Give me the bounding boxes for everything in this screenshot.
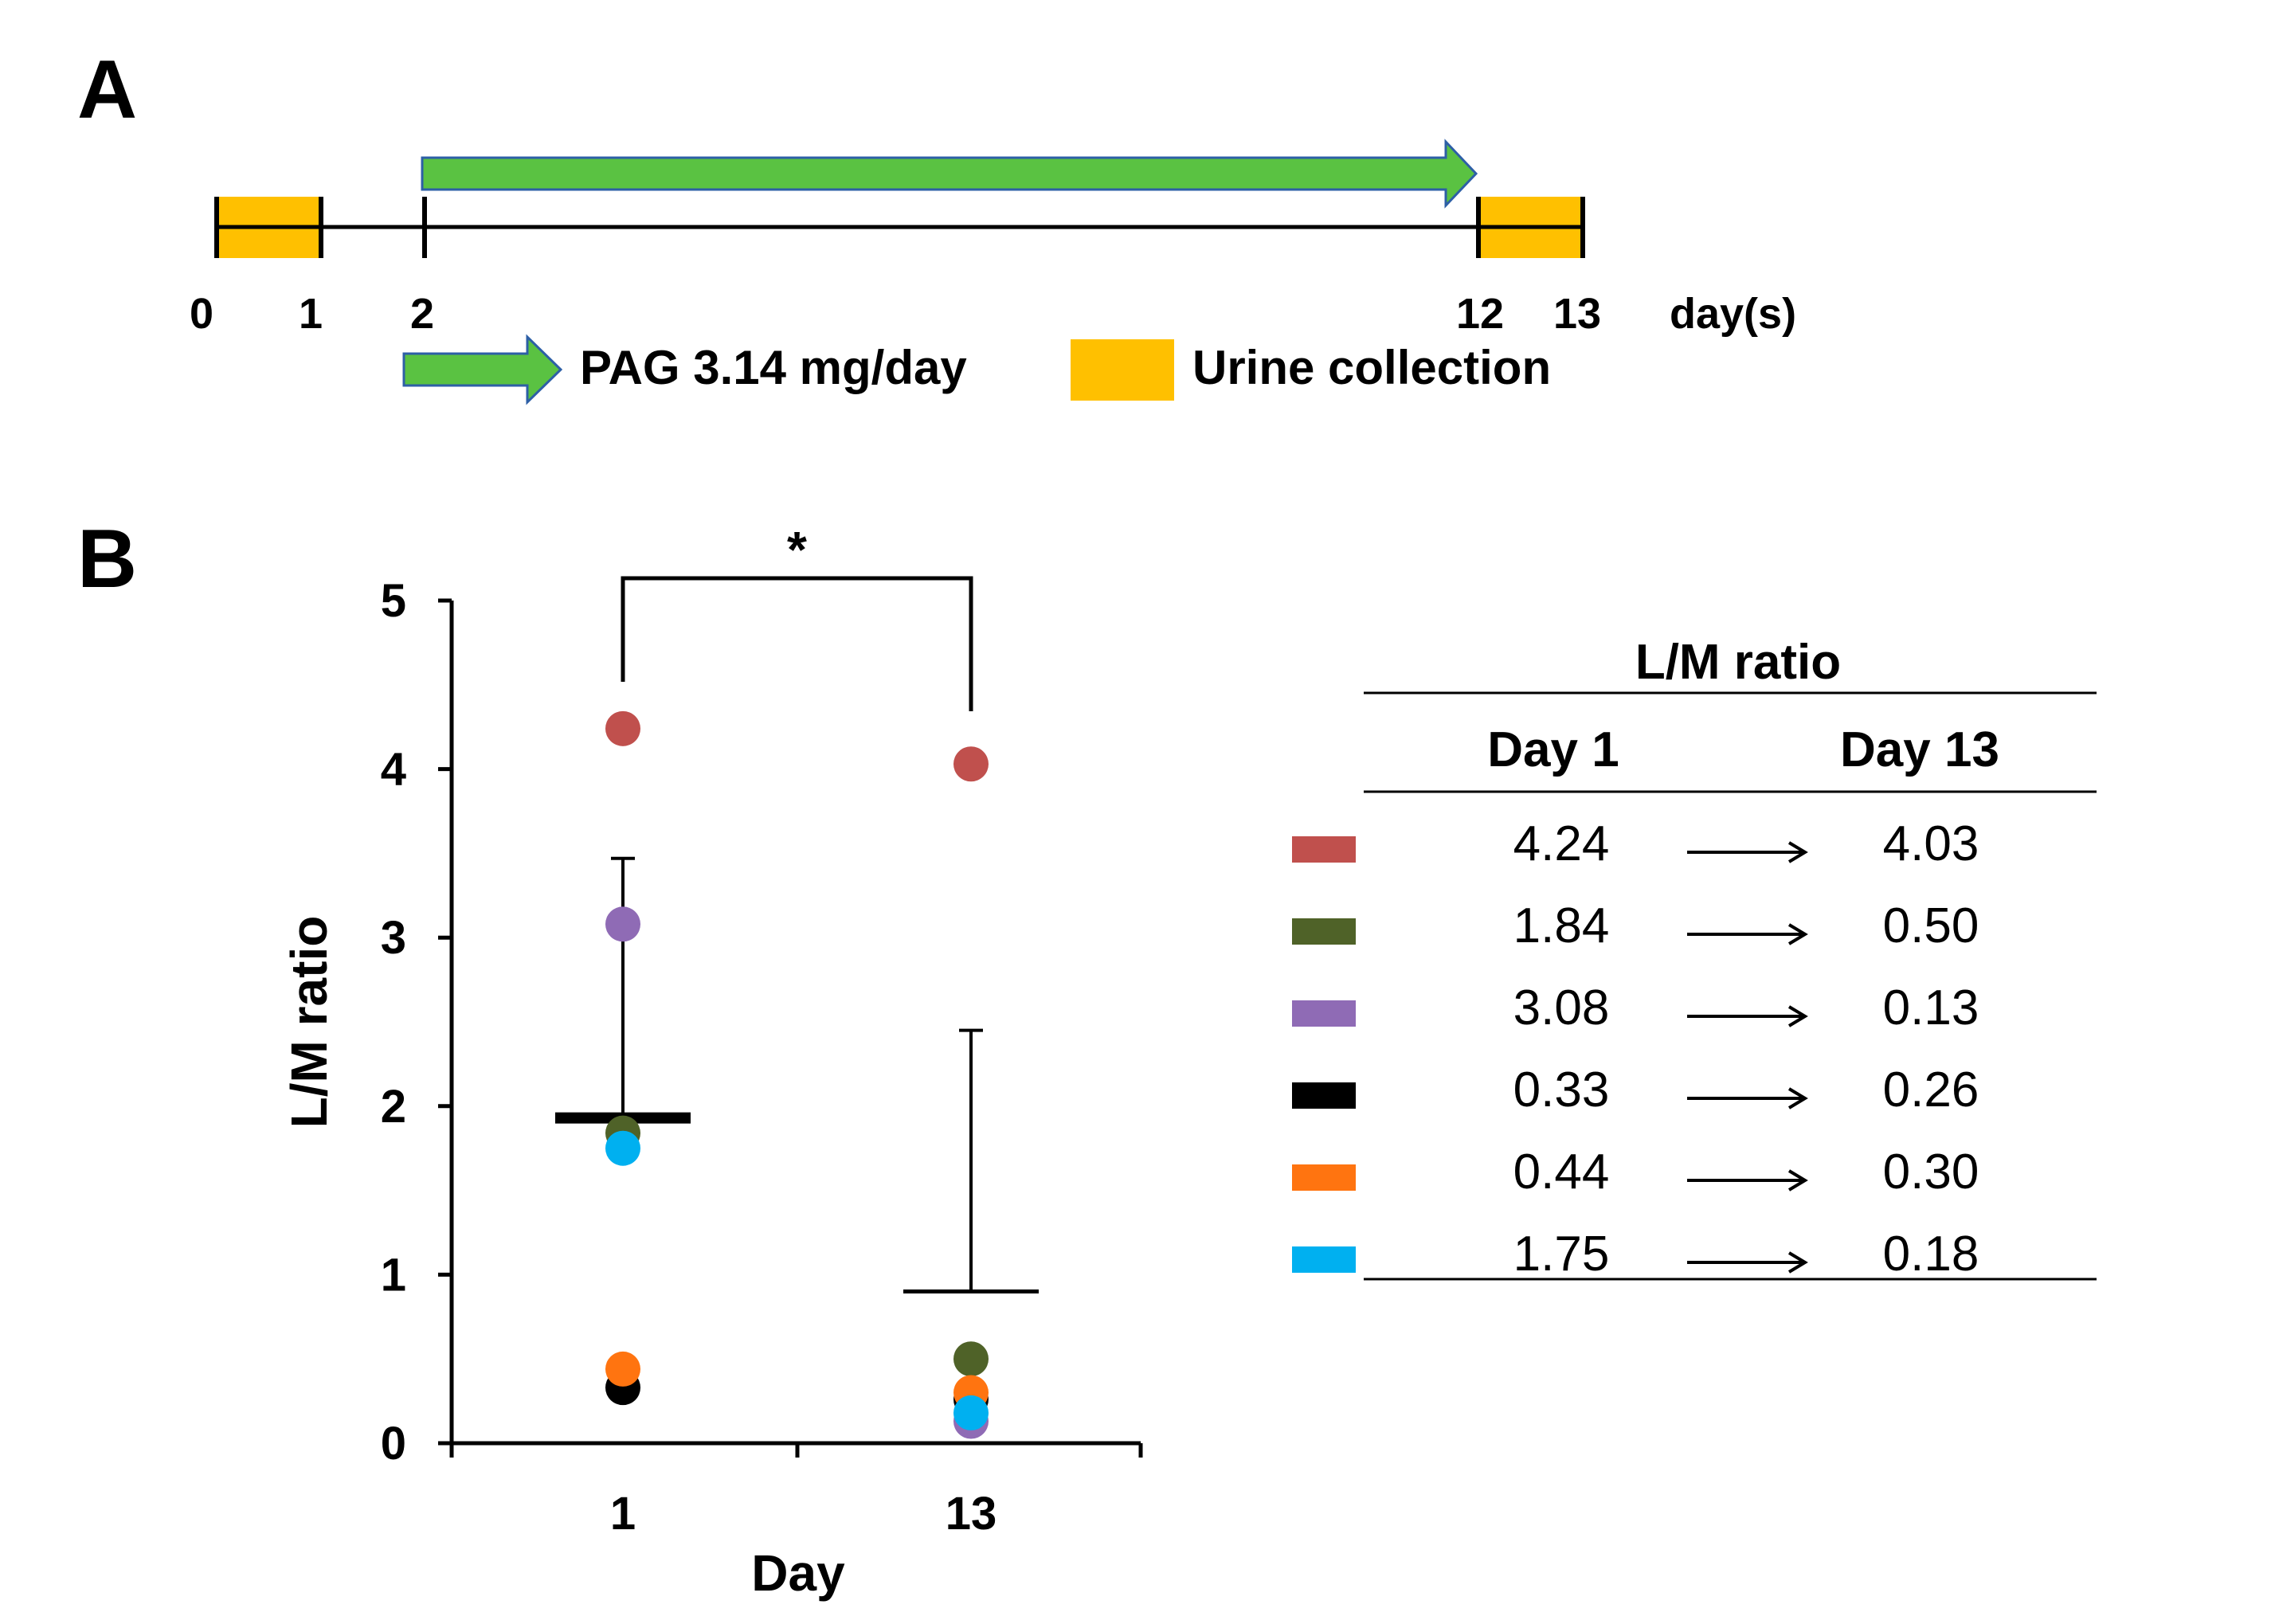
treatment-legend-arrow-icon bbox=[402, 334, 563, 405]
significance-star: * bbox=[787, 521, 807, 578]
row-arrow-icon bbox=[1687, 1005, 1808, 1027]
table-cell-day13: 0.18 bbox=[1883, 1227, 1979, 1282]
significance-bracket bbox=[621, 576, 973, 711]
table-cell-day13: 0.13 bbox=[1883, 980, 1979, 1035]
row-color-swatch bbox=[1292, 836, 1356, 863]
timeline-unit-label: day(s) bbox=[1670, 290, 1796, 338]
table-cell-day13: 0.26 bbox=[1883, 1062, 1979, 1117]
table-cell-day1: 0.44 bbox=[1513, 1145, 1610, 1199]
x-tick-label: 1 bbox=[610, 1488, 636, 1540]
timeline-label-0: 0 bbox=[190, 290, 213, 338]
data-point bbox=[953, 1395, 989, 1430]
row-arrow-icon bbox=[1687, 923, 1808, 945]
table-cell-day1: 1.84 bbox=[1513, 898, 1610, 953]
table-title: L/M ratio bbox=[1635, 635, 1841, 690]
y-tick-label: 4 bbox=[381, 744, 406, 796]
data-point bbox=[953, 1341, 989, 1377]
data-point bbox=[953, 746, 989, 782]
timeline-label-1: 1 bbox=[299, 290, 323, 338]
row-color-swatch bbox=[1292, 1164, 1356, 1191]
row-color-swatch bbox=[1292, 1246, 1356, 1273]
timeline: 0 1 2 12 13 day(s) bbox=[190, 139, 1796, 338]
treatment-arrow bbox=[421, 139, 1478, 209]
row-arrow-icon bbox=[1687, 1087, 1808, 1109]
x-axis-title: Day bbox=[751, 1544, 845, 1602]
timeline-label-12: 12 bbox=[1456, 290, 1504, 338]
row-arrow-icon bbox=[1687, 841, 1808, 863]
y-tick-label: 5 bbox=[381, 575, 406, 627]
table-cell-day13: 0.30 bbox=[1883, 1145, 1979, 1199]
data-point bbox=[605, 1130, 640, 1166]
timeline-label-2: 2 bbox=[410, 290, 434, 338]
table-cell-day13: 4.03 bbox=[1883, 816, 1979, 871]
scatter-chart: 0 1 2 3 4 5 1 13 * Day L/M ratio bbox=[280, 521, 1143, 1602]
y-tick-label: 3 bbox=[381, 912, 406, 964]
data-point bbox=[605, 710, 640, 746]
table-cell-day1: 4.24 bbox=[1513, 816, 1610, 871]
collection-legend-label: Urine collection bbox=[1192, 341, 1551, 394]
data-point bbox=[605, 906, 640, 942]
table-header-day1: Day 1 bbox=[1487, 722, 1619, 777]
panel-label-b: B bbox=[77, 513, 137, 605]
table-cell-day1: 1.75 bbox=[1513, 1227, 1610, 1282]
table-header-day13: Day 13 bbox=[1840, 722, 1999, 777]
table-cell-day13: 0.50 bbox=[1883, 898, 1979, 953]
y-tick-label: 1 bbox=[381, 1249, 406, 1301]
data-point bbox=[605, 1351, 640, 1387]
y-tick-label: 2 bbox=[381, 1081, 406, 1133]
x-tick-label: 13 bbox=[946, 1488, 997, 1540]
y-tick-label: 0 bbox=[381, 1418, 406, 1469]
lm-ratio-table: L/M ratio Day 1 Day 13 4.24 4.03 1.84 0.50 3… bbox=[1292, 635, 2097, 1282]
treatment-legend-label: PAG 3.14 mg/day bbox=[580, 341, 967, 394]
row-arrow-icon bbox=[1687, 1169, 1808, 1192]
timeline-legend: PAG 3.14 mg/day Urine collection bbox=[402, 334, 1551, 405]
row-color-swatch bbox=[1292, 1000, 1356, 1027]
table-cell-day1: 3.08 bbox=[1513, 980, 1610, 1035]
collection-legend-swatch bbox=[1071, 339, 1174, 401]
table-cell-day1: 0.33 bbox=[1513, 1062, 1610, 1117]
panel-label-a: A bbox=[77, 44, 137, 136]
timeline-label-13: 13 bbox=[1553, 290, 1601, 338]
row-color-swatch bbox=[1292, 918, 1356, 945]
row-color-swatch bbox=[1292, 1082, 1356, 1109]
row-arrow-icon bbox=[1687, 1251, 1808, 1274]
y-axis-title: L/M ratio bbox=[280, 916, 338, 1129]
